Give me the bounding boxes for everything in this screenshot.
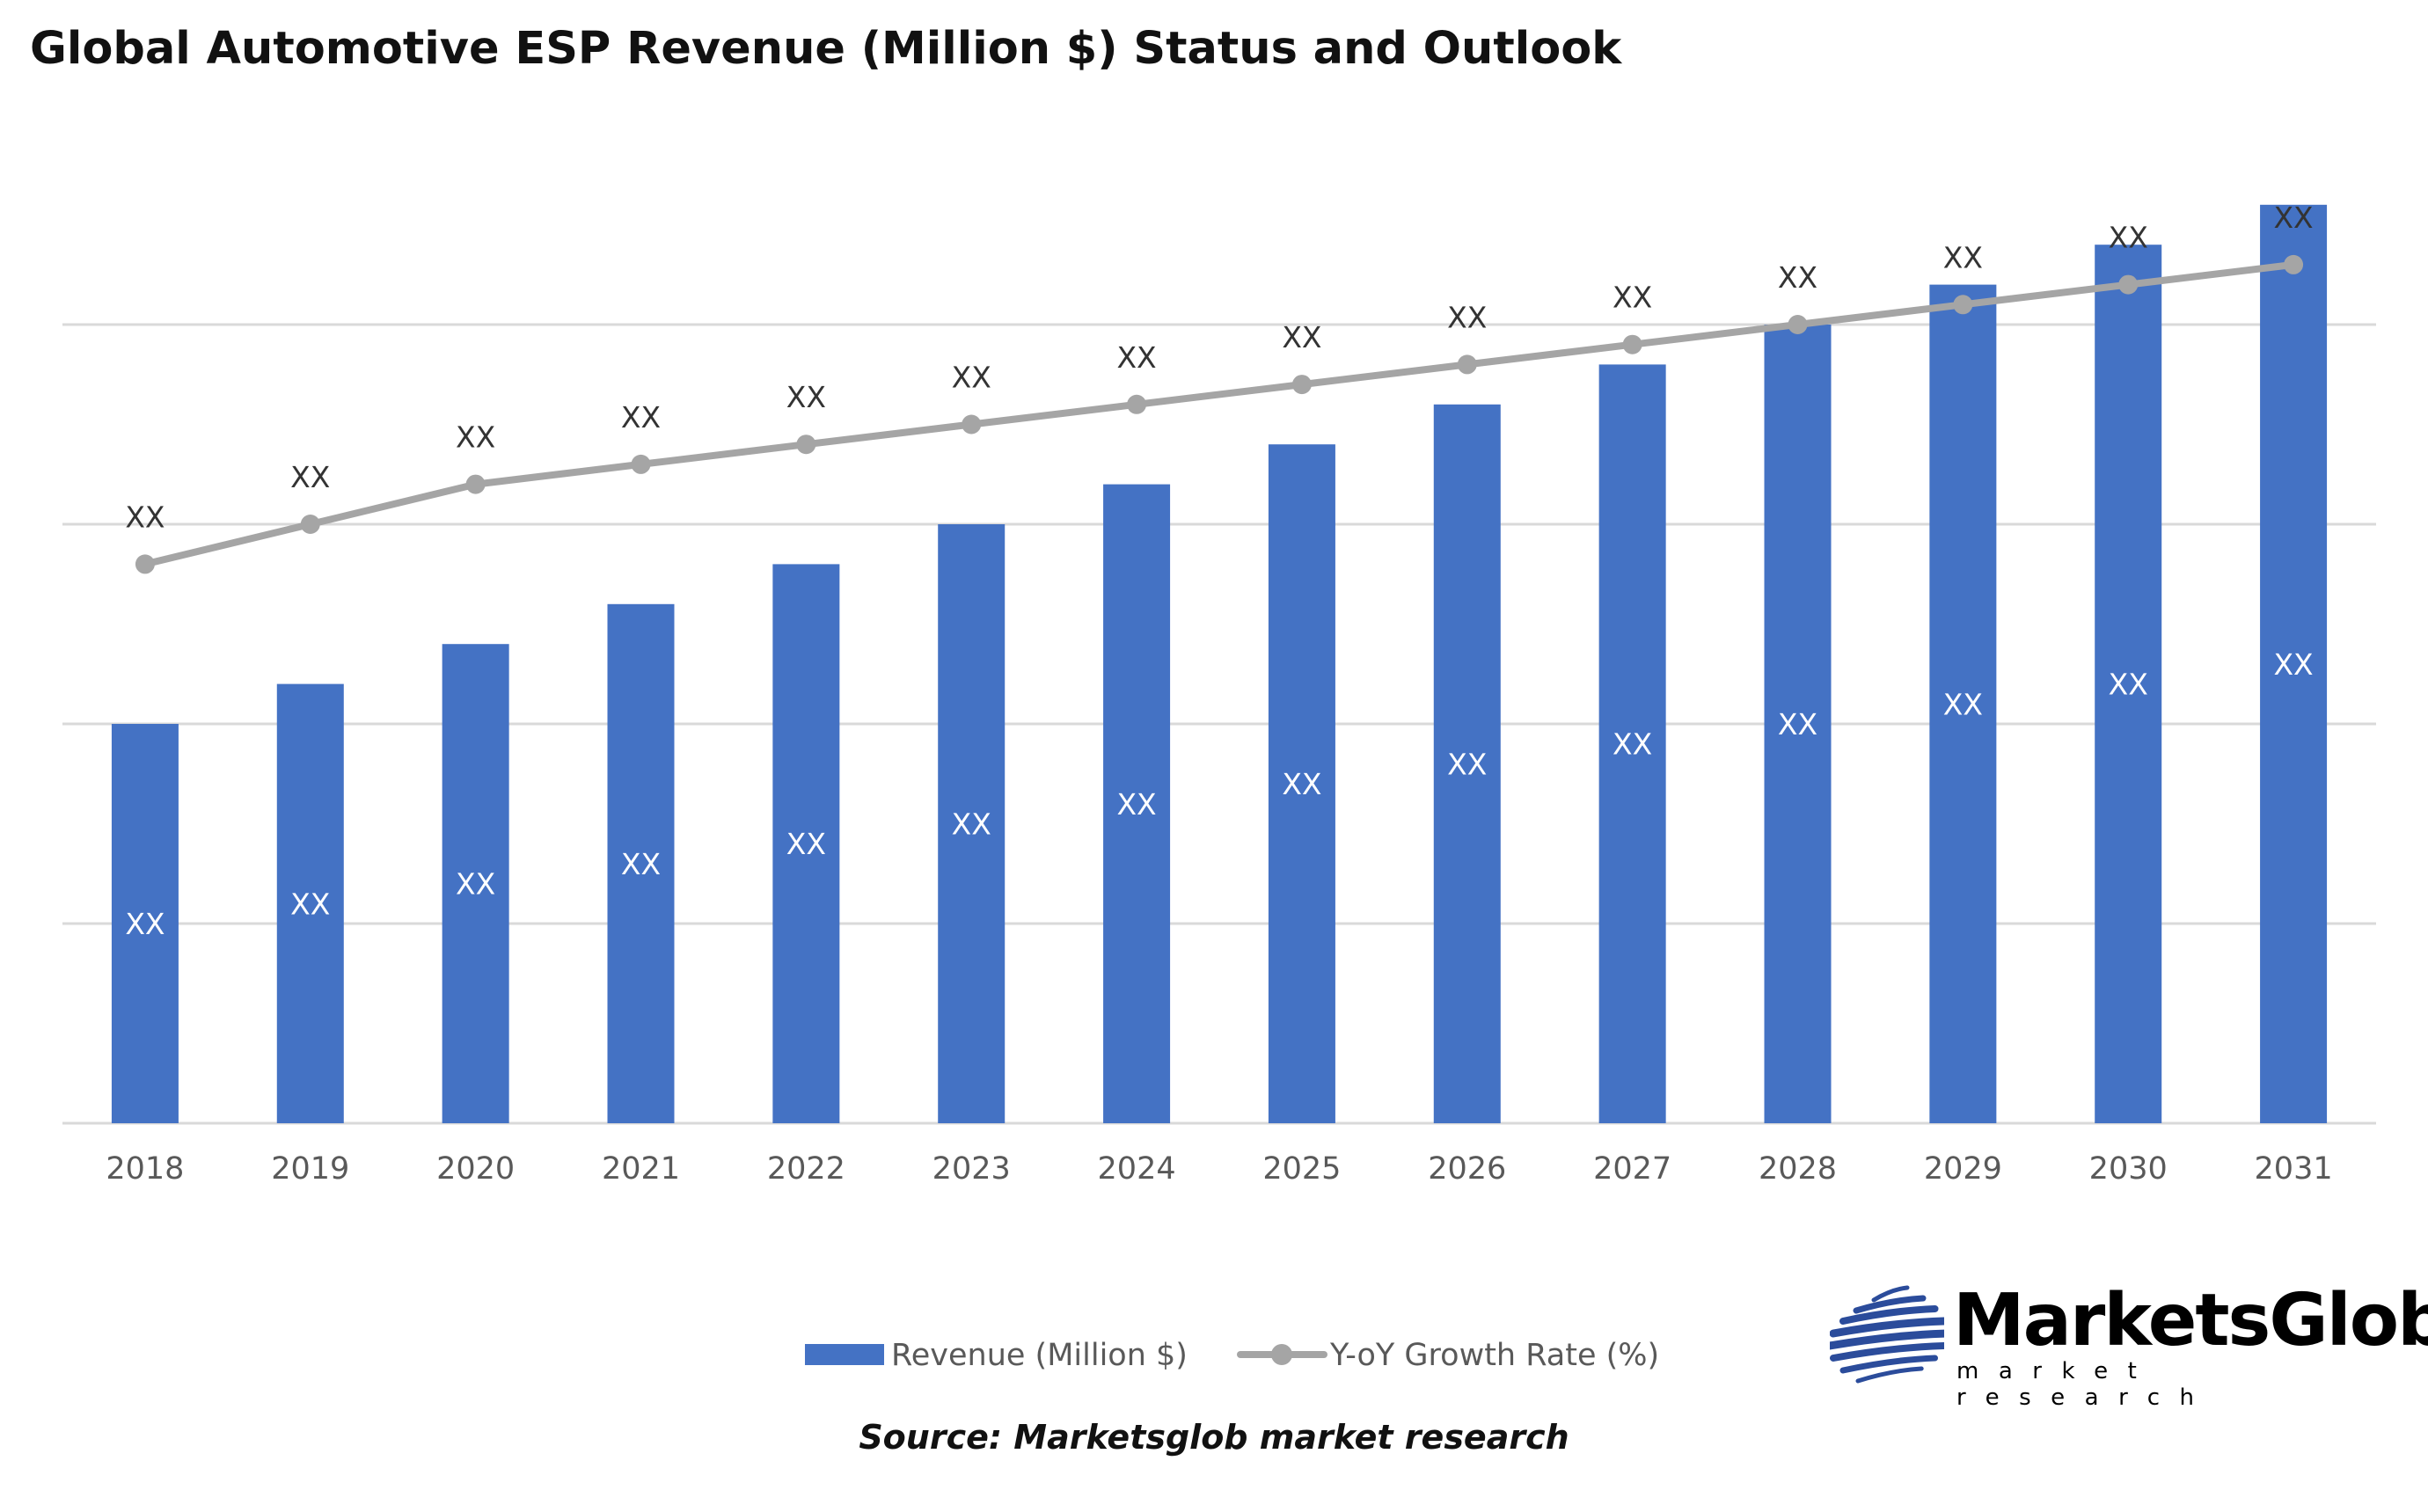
line-data-label: XX [1282,320,1321,354]
line-data-label: XX [1778,260,1817,295]
x-tick-label: 2019 [271,1151,349,1187]
line-point [2118,274,2139,295]
legend-label-growth: Y-oY Growth Rate (%) [1329,1338,1659,1373]
bar-data-label: XX [1943,687,1983,721]
bar-data-label: XX [786,827,826,861]
bar [1598,364,1666,1123]
line-data-label: XX [786,380,826,414]
line-point [796,435,816,455]
bar [1433,404,1501,1123]
bar-data-label: XX [1116,787,1156,822]
bar [442,644,509,1123]
legend-label-revenue: Revenue (Million $) [891,1338,1188,1373]
bar-data-label: XX [1447,747,1487,781]
line-point [2284,254,2304,274]
line-data-label: XX [1943,240,1983,274]
line-data-label: XX [1116,340,1156,375]
bar-data-label: XX [1778,707,1817,741]
bar-data-label: XX [2273,647,2313,682]
legend-marker-growth [1271,1344,1292,1365]
line-point [1622,334,1642,354]
x-tick-label: 2028 [1759,1151,1837,1187]
line-data-label: XX [1613,281,1652,315]
line-data-label: XX [2109,221,2148,255]
globe-stripe [1839,1305,1939,1325]
bar-data-label: XX [290,887,330,921]
bar-series: XX XX XX XX XX XX XX XX XX XX XX XX XX XX [111,204,2328,1124]
line-point [1953,295,1973,315]
x-tick-label: 2024 [1098,1151,1176,1187]
logo-brand: MarketsGlob [1953,1279,2428,1362]
bar [1764,325,1832,1123]
line-point [631,454,651,474]
line-point [300,515,320,534]
line-data-label: XX [2273,201,2313,235]
bar [276,683,344,1123]
x-tick-label: 2018 [106,1151,184,1187]
x-tick-label: 2022 [767,1151,845,1187]
line-point [1291,375,1312,395]
globe-stripe [1853,1295,1927,1314]
line-data-label: XX [952,361,991,395]
bar [1929,284,1997,1124]
bar-data-label: XX [1282,767,1321,801]
bar [1268,444,1335,1123]
globe-stripe [1830,1329,1944,1350]
bar-data-label: XX [125,907,165,941]
line-data-label: XX [125,500,165,534]
line-data-label: XX [290,460,330,494]
legend-swatch-revenue [805,1344,884,1365]
bar [772,564,840,1123]
line-point [1788,315,1808,334]
globe-stripe [1839,1355,1938,1374]
globe-stripe [1871,1285,1910,1303]
x-tick-label: 2025 [1262,1151,1341,1187]
bar-data-label: XX [952,807,991,842]
bar [2260,204,2328,1123]
line-point [135,554,155,574]
line-point [1457,354,1477,375]
globe-stripe [1855,1366,1924,1384]
bar-data-label: XX [1613,727,1652,762]
logo-tagline: market research [1956,1358,2214,1411]
line-data-label: XX [621,400,661,435]
growth-line [143,260,2294,568]
bar [938,524,1006,1123]
x-axis-ticks: 2018 2019 2020 2021 2022 2023 2024 2025 2026 2027… [106,1151,2332,1187]
x-tick-label: 2027 [1593,1151,1671,1187]
x-tick-label: 2020 [436,1151,515,1187]
bar [111,724,179,1123]
line-data-label: XX [1447,300,1487,334]
line-series: XX XX XX XX XX XX XX XX XX XX XX XX XX XX [125,201,2314,574]
x-tick-label: 2021 [602,1151,680,1187]
legend: Revenue (Million $) Y-oY Growth Rate (%) [805,1338,1659,1373]
bar-data-label: XX [621,847,661,881]
x-tick-label: 2026 [1428,1151,1506,1187]
line-data-label: XX [456,420,495,455]
bar [1103,484,1171,1123]
bar [2095,245,2162,1123]
globe-stripe [1830,1342,1944,1362]
logo: MarketsGlob market research [1830,1279,2428,1411]
bar-data-label: XX [2109,668,2148,702]
x-tick-label: 2029 [1924,1151,2002,1187]
x-tick-label: 2023 [932,1151,1011,1187]
bar-data-label: XX [456,867,495,902]
globe-stripe [1830,1317,1944,1338]
bar [607,603,675,1123]
line-point [962,414,982,435]
line-point [465,474,486,494]
chart-title: Global Automotive ESP Revenue (Million $… [30,23,1622,75]
source-note: Source: Marketsglob market research [859,1418,1569,1457]
x-tick-label: 2031 [2255,1151,2333,1187]
globe-icon [1830,1285,1944,1384]
line-point [1127,394,1147,414]
x-tick-label: 2030 [2089,1151,2168,1187]
gridlines [62,323,2376,1125]
